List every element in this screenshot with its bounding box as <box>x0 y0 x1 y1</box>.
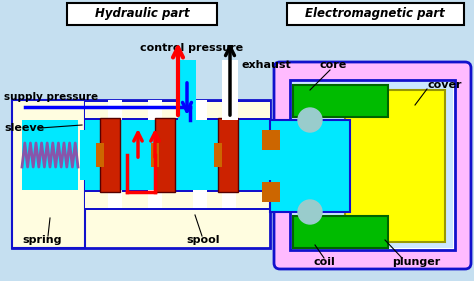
Circle shape <box>298 108 322 132</box>
Bar <box>148 100 162 120</box>
Bar <box>96 143 104 167</box>
Bar <box>85 100 270 102</box>
Text: coil: coil <box>314 257 336 267</box>
Bar <box>12 100 270 248</box>
Bar <box>270 120 350 212</box>
Text: cover: cover <box>428 80 463 90</box>
Text: exhaust: exhaust <box>242 60 292 70</box>
Text: Electromagnetic part: Electromagnetic part <box>305 8 445 21</box>
FancyBboxPatch shape <box>67 3 217 25</box>
Bar <box>262 182 280 202</box>
Bar <box>178 60 196 120</box>
Bar <box>178 60 196 120</box>
Text: supply pressure: supply pressure <box>4 92 98 102</box>
Bar <box>290 80 455 250</box>
Bar <box>85 208 270 210</box>
Bar <box>155 118 175 192</box>
Bar <box>222 60 238 120</box>
Bar <box>214 143 222 167</box>
Bar <box>85 190 270 192</box>
Bar <box>85 120 270 190</box>
Bar <box>218 118 238 192</box>
Text: sleeve: sleeve <box>4 123 44 133</box>
Bar <box>293 85 388 117</box>
Bar <box>85 118 270 120</box>
Bar <box>85 100 270 102</box>
Circle shape <box>298 200 322 224</box>
Bar <box>222 100 236 120</box>
Bar <box>85 100 270 118</box>
Bar <box>193 190 207 208</box>
FancyBboxPatch shape <box>287 3 464 25</box>
Bar <box>12 100 85 248</box>
Bar <box>151 143 159 167</box>
Bar <box>80 130 275 180</box>
Bar <box>262 130 280 150</box>
Text: core: core <box>320 60 347 70</box>
Text: spool: spool <box>186 235 219 245</box>
Text: control pressure: control pressure <box>140 43 243 53</box>
Bar <box>108 100 122 120</box>
FancyBboxPatch shape <box>274 62 471 269</box>
Bar <box>100 118 120 192</box>
Bar <box>108 190 122 208</box>
Bar <box>85 118 270 120</box>
Bar <box>85 190 270 192</box>
Text: spring: spring <box>22 235 62 245</box>
Bar <box>18 108 80 208</box>
Bar <box>345 90 445 242</box>
Bar <box>148 190 162 208</box>
Bar <box>85 190 270 208</box>
Bar <box>292 82 453 248</box>
Bar <box>193 100 207 120</box>
Text: Hydraulic part: Hydraulic part <box>95 8 189 21</box>
Bar <box>85 100 270 120</box>
Bar <box>222 190 236 208</box>
Bar <box>85 208 270 210</box>
Bar <box>293 216 388 248</box>
Text: plunger: plunger <box>392 257 440 267</box>
Bar <box>22 120 78 190</box>
